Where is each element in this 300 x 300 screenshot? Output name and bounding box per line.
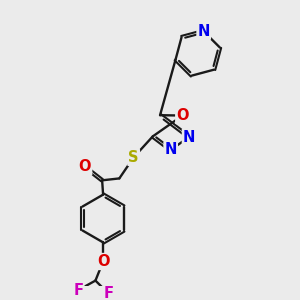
Text: O: O xyxy=(97,254,109,269)
Text: F: F xyxy=(73,283,83,298)
Text: N: N xyxy=(197,24,210,39)
Text: F: F xyxy=(104,286,114,300)
Text: N: N xyxy=(164,142,177,158)
Text: S: S xyxy=(128,150,139,165)
Text: N: N xyxy=(183,130,195,145)
Text: O: O xyxy=(176,108,189,123)
Text: O: O xyxy=(79,160,91,175)
